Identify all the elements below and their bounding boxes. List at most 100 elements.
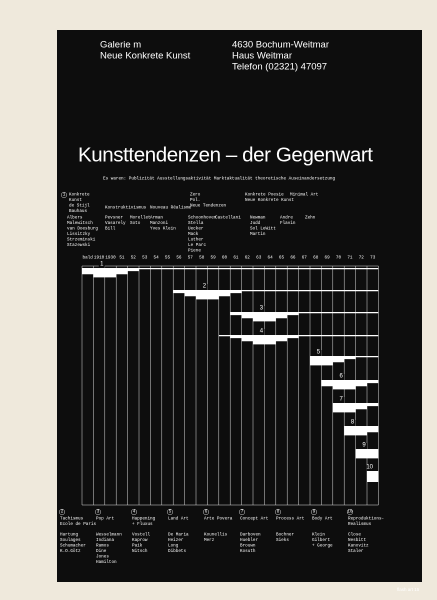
legend-artist: Nitsch xyxy=(132,549,148,554)
artist-name: Martin xyxy=(250,232,266,237)
legend-artist: Dine xyxy=(96,549,107,554)
movement-name: Zero xyxy=(190,192,201,197)
title: Kunsttendenzen – der Gegenwart xyxy=(78,143,373,166)
year-label: 64 xyxy=(268,255,274,260)
legend-artist: Wesselmann xyxy=(96,532,122,537)
band-label-bg xyxy=(338,397,345,403)
legend-artist: Dibbets xyxy=(168,549,186,554)
legend-artist: Klein xyxy=(312,532,325,537)
artist-name: Pevsner xyxy=(105,215,123,220)
band-number: 10 xyxy=(366,465,373,471)
artist-name: Albers xyxy=(67,215,83,220)
year-label: 59 xyxy=(211,255,217,260)
legend-artist: Brouwn xyxy=(240,543,256,548)
artist-name: Manzoni xyxy=(150,221,168,226)
artist-name: Piene xyxy=(188,248,201,253)
artist-name: Mack xyxy=(188,232,199,237)
movement-name: Konkrete Poesie xyxy=(245,192,284,197)
legend-artist: Kaprow xyxy=(132,538,148,543)
artist-name: Uecker xyxy=(188,226,204,231)
legend-artist: Close xyxy=(348,532,361,537)
legend-number: 4 xyxy=(133,510,136,515)
year-label: 71 xyxy=(347,255,353,260)
movement-name: Kunst xyxy=(69,198,82,203)
movement-name: Konstruktivismus xyxy=(105,205,147,210)
legend-artist: Soulages xyxy=(60,538,81,543)
trend-band xyxy=(332,403,379,413)
artist-name: Malewitsch xyxy=(67,221,93,226)
number-circle xyxy=(202,509,209,516)
band-number: 6 xyxy=(340,374,344,380)
legend-name: Ecole de Paris xyxy=(60,522,97,527)
legend-artist: Long xyxy=(168,543,179,548)
artist-name: Luther xyxy=(188,237,204,242)
trend-band xyxy=(173,290,379,300)
year-label: 52 xyxy=(131,255,137,260)
year-label: 66 xyxy=(290,255,296,260)
year-label: 69 xyxy=(325,255,331,260)
band-label-bg xyxy=(98,262,105,268)
trend-band xyxy=(82,268,379,278)
artist-name: Zehn xyxy=(305,215,316,220)
number-circle xyxy=(94,509,101,516)
trend-band xyxy=(344,426,379,436)
band-label-bg xyxy=(366,465,373,471)
year-label: bald xyxy=(83,255,94,260)
artist-name: Soto xyxy=(130,221,141,226)
artist-name: Le Parc xyxy=(188,243,206,248)
year-label: 56 xyxy=(176,255,182,260)
gallery-line: Galerie m xyxy=(100,39,141,50)
artist-name: Lissitzky xyxy=(67,232,91,237)
artist-name: Morellet xyxy=(130,215,151,220)
legend-artist: Jones xyxy=(96,554,109,559)
movement-name: Neue Tendenzen xyxy=(190,203,227,208)
legend-artist: Kosuth xyxy=(240,549,256,554)
legend-name: Tachismus xyxy=(60,516,84,521)
band-number: 3 xyxy=(260,306,264,312)
legend-artist: Ramos xyxy=(96,543,109,548)
movement-name: Konkrete xyxy=(69,192,90,197)
legend-number: 8 xyxy=(277,510,280,515)
artist-name: Judd xyxy=(250,221,261,226)
legend-artist: Staler xyxy=(348,549,364,554)
number-circle xyxy=(275,509,282,516)
number-circle xyxy=(311,509,318,516)
year-label: 54 xyxy=(154,255,160,260)
artist-name: Yves Klein xyxy=(150,226,176,231)
band-label-bg xyxy=(201,284,208,290)
legend-number: 2 xyxy=(61,510,64,515)
legend-artist: Darboven xyxy=(240,532,261,537)
artist-name: Newman xyxy=(250,215,266,220)
legend-artist: Indiana xyxy=(96,538,114,543)
legend-artist: Vostell xyxy=(132,532,150,537)
number-circle xyxy=(166,509,173,516)
band-label-bg xyxy=(338,374,345,380)
footer: flash art 15 xyxy=(397,587,420,592)
movement-number: 1 xyxy=(63,193,66,198)
artist-name: Bill xyxy=(105,226,116,231)
criteria: Es waren: Publizität Ausstellungsaktivit… xyxy=(103,176,335,181)
legend-artist: Hartung xyxy=(60,532,78,537)
legend-artist: Gilbert xyxy=(312,538,330,543)
artist-name: Stazewski xyxy=(67,243,91,248)
legend-artist: + George xyxy=(312,543,333,548)
legend-artist: De Maria xyxy=(168,532,189,537)
artist-name: Sol LeWitt xyxy=(250,226,276,231)
year-label: 51 xyxy=(119,255,125,260)
number-circle xyxy=(347,509,354,516)
artist-name: Schoonhoven xyxy=(188,215,217,220)
legend-artist: Heizer xyxy=(168,538,184,543)
trend-band xyxy=(321,380,379,390)
address-line: Telefon (02321) 47097 xyxy=(232,61,327,72)
trend-band xyxy=(218,335,379,345)
year-label: 67 xyxy=(302,255,308,260)
year-label: 55 xyxy=(165,255,171,260)
year-label: 63 xyxy=(256,255,262,260)
legend-artist: Nesbitt xyxy=(348,538,366,543)
year-label: 73 xyxy=(370,255,376,260)
artist-name: Vasarely xyxy=(105,221,126,226)
legend-name: Land Art xyxy=(168,516,189,521)
movement-name: Pol. xyxy=(190,198,200,203)
legend-number: 5 xyxy=(169,510,172,515)
